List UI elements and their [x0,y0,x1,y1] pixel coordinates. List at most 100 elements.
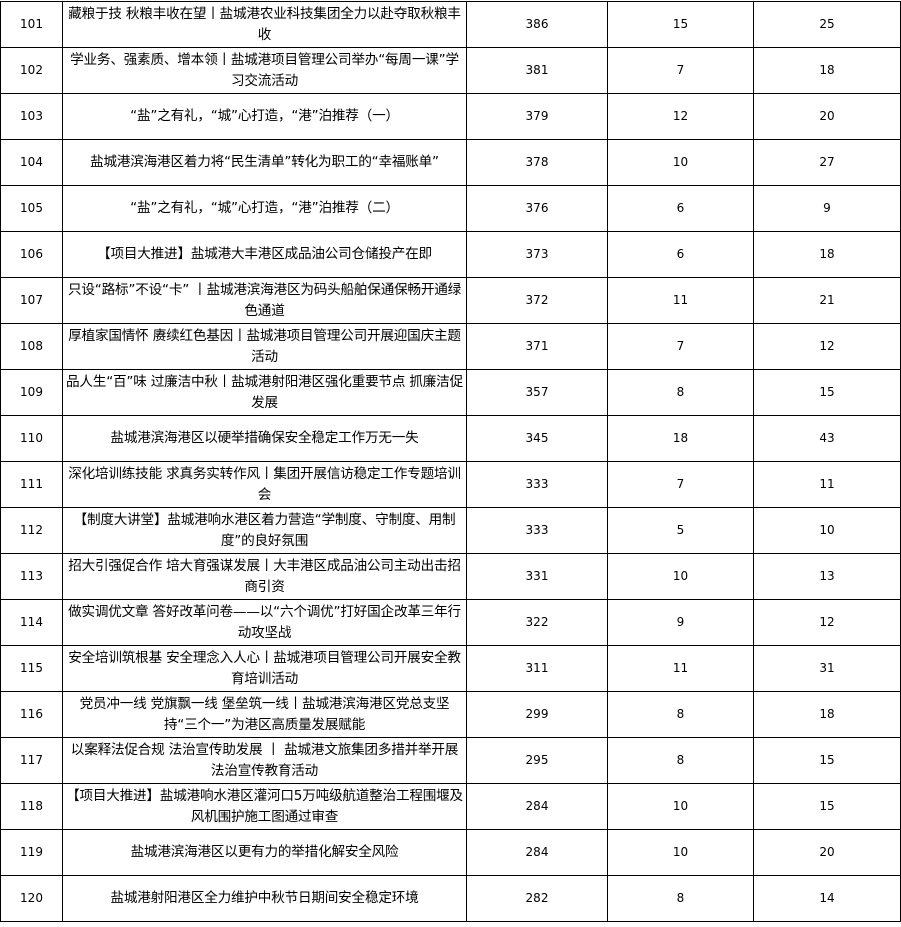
table-row: 116 党员冲一线 党旗飘一线 堡垒筑一线丨盐城港滨海港区党总支坚持“三个一”为港… [0,691,901,738]
article-title: 盐城港滨海港区着力将“民生清单”转化为职工的“幸福账单” [62,139,467,186]
like-count: 7 [607,47,754,94]
table-row: 102 学业务、强素质、增本领丨盐城港项目管理公司举办“每周一课”学习交流活动 38… [0,47,901,94]
share-count: 9 [753,185,901,232]
read-count: 284 [466,783,608,830]
row-number: 110 [0,415,63,462]
like-count: 15 [607,1,754,48]
read-count: 373 [466,231,608,278]
row-number: 105 [0,185,63,232]
share-count: 12 [753,323,901,370]
share-count: 12 [753,599,901,646]
read-count: 372 [466,277,608,324]
article-title: 厚植家国情怀 赓续红色基因丨盐城港项目管理公司开展迎国庆主题活动 [62,323,467,370]
share-count: 10 [753,507,901,554]
like-count: 10 [607,829,754,876]
table-row: 113 招大引强促合作 培大育强谋发展丨大丰港区成品油公司主动出击招商引资 331 1… [0,553,901,600]
table-row: 106 【项目大推进】盐城港大丰港区成品油公司仓储投产在即 373 6 18 [0,231,901,278]
row-number: 103 [0,93,63,140]
article-title: 党员冲一线 党旗飘一线 堡垒筑一线丨盐城港滨海港区党总支坚持“三个一”为港区高质… [62,691,467,738]
like-count: 18 [607,415,754,462]
table-row: 105 “盐”之有礼，“城”心打造，“港”泊推荐（二） 376 6 9 [0,185,901,232]
share-count: 20 [753,829,901,876]
article-title: 【制度大讲堂】盐城港响水港区着力营造“学制度、守制度、用制度”的良好氛围 [62,507,467,554]
share-count: 15 [753,783,901,830]
read-count: 379 [466,93,608,140]
like-count: 6 [607,185,754,232]
row-number: 109 [0,369,63,416]
article-title: 【项目大推进】盐城港响水港区灌河口5万吨级航道整治工程围堰及风机围护施工图通过审… [62,783,467,830]
read-count: 357 [466,369,608,416]
row-number: 116 [0,691,63,738]
like-count: 8 [607,737,754,784]
like-count: 10 [607,553,754,600]
share-count: 43 [753,415,901,462]
read-count: 311 [466,645,608,692]
share-count: 31 [753,645,901,692]
article-title: 藏粮于技 秋粮丰收在望丨盐城港农业科技集团全力以赴夺取秋粮丰收 [62,1,467,48]
table-row: 114 做实调优文章 答好改革问卷——以“六个调优”打好国企改革三年行动攻坚战 32… [0,599,901,646]
table-row: 117 以案释法促合规 法治宣传助发展 丨 盐城港文旅集团多措并举开展法治宣传教育… [0,737,901,784]
article-title: 品人生“百”味 过廉洁中秋丨盐城港射阳港区强化重要节点 抓廉洁促发展 [62,369,467,416]
read-count: 322 [466,599,608,646]
read-count: 345 [466,415,608,462]
table-row: 107 只设“路标”不设“卡” 丨盐城港滨海港区为码头船舶保通保畅开通绿色通道 37… [0,277,901,324]
row-number: 120 [0,875,63,922]
row-number: 102 [0,47,63,94]
table-row: 111 深化培训练技能 求真务实转作风丨集团开展信访稳定工作专题培训会 333 7 11 [0,461,901,508]
article-title: 招大引强促合作 培大育强谋发展丨大丰港区成品油公司主动出击招商引资 [62,553,467,600]
like-count: 11 [607,277,754,324]
table-row: 110 盐城港滨海港区以硬举措确保安全稳定工作万无一失 345 18 43 [0,415,901,462]
row-number: 111 [0,461,63,508]
read-count: 299 [466,691,608,738]
like-count: 10 [607,783,754,830]
read-count: 333 [466,461,608,508]
table-row: 119 盐城港滨海港区以更有力的举措化解安全风险 284 10 20 [0,829,901,876]
article-title: 安全培训筑根基 安全理念入人心丨盐城港项目管理公司开展安全教育培训活动 [62,645,467,692]
read-count: 282 [466,875,608,922]
article-title: 【项目大推进】盐城港大丰港区成品油公司仓储投产在即 [62,231,467,278]
row-number: 104 [0,139,63,186]
share-count: 18 [753,47,901,94]
row-number: 118 [0,783,63,830]
row-number: 108 [0,323,63,370]
read-count: 378 [466,139,608,186]
like-count: 8 [607,875,754,922]
article-title: 盐城港滨海港区以硬举措确保安全稳定工作万无一失 [62,415,467,462]
read-count: 376 [466,185,608,232]
table-row: 118 【项目大推进】盐城港响水港区灌河口5万吨级航道整治工程围堰及风机围护施工图… [0,783,901,830]
row-number: 114 [0,599,63,646]
read-count: 386 [466,1,608,48]
like-count: 11 [607,645,754,692]
read-count: 295 [466,737,608,784]
share-count: 13 [753,553,901,600]
read-count: 371 [466,323,608,370]
share-count: 11 [753,461,901,508]
read-count: 331 [466,553,608,600]
share-count: 15 [753,369,901,416]
share-count: 18 [753,231,901,278]
like-count: 12 [607,93,754,140]
row-number: 107 [0,277,63,324]
article-title: 做实调优文章 答好改革问卷——以“六个调优”打好国企改革三年行动攻坚战 [62,599,467,646]
article-title: 深化培训练技能 求真务实转作风丨集团开展信访稳定工作专题培训会 [62,461,467,508]
like-count: 10 [607,139,754,186]
share-count: 27 [753,139,901,186]
article-title: 学业务、强素质、增本领丨盐城港项目管理公司举办“每周一课”学习交流活动 [62,47,467,94]
row-number: 113 [0,553,63,600]
read-count: 333 [466,507,608,554]
share-count: 20 [753,93,901,140]
like-count: 6 [607,231,754,278]
table-row: 109 品人生“百”味 过廉洁中秋丨盐城港射阳港区强化重要节点 抓廉洁促发展 357… [0,369,901,416]
share-count: 15 [753,737,901,784]
article-title: 盐城港射阳港区全力维护中秋节日期间安全稳定环境 [62,875,467,922]
table-row: 103 “盐”之有礼，“城”心打造，“港”泊推荐（一） 379 12 20 [0,93,901,140]
like-count: 5 [607,507,754,554]
share-count: 21 [753,277,901,324]
share-count: 25 [753,1,901,48]
row-number: 101 [0,1,63,48]
like-count: 9 [607,599,754,646]
row-number: 119 [0,829,63,876]
article-title: 只设“路标”不设“卡” 丨盐城港滨海港区为码头船舶保通保畅开通绿色通道 [62,277,467,324]
